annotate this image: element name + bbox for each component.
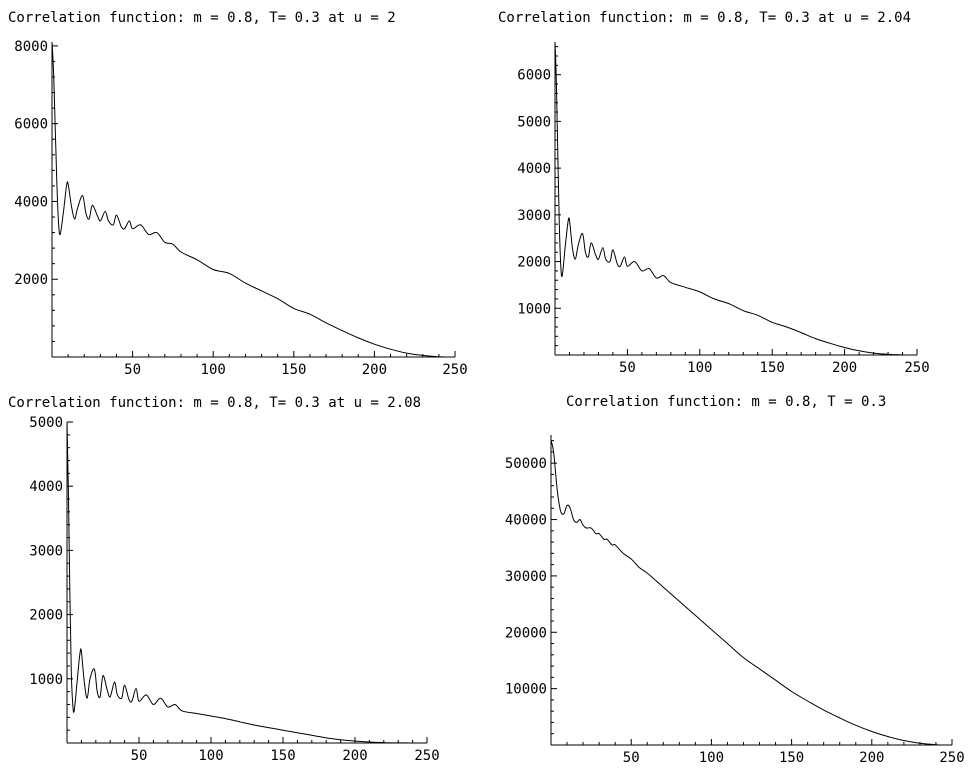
x-tick-label: 100 <box>699 750 724 766</box>
x-tick-label: 250 <box>904 360 929 376</box>
correlation-curve <box>554 41 910 356</box>
y-tick-label: 1000 <box>517 301 551 317</box>
x-tick-label: 100 <box>687 360 712 376</box>
y-tick-label: 40000 <box>505 513 547 529</box>
y-tick-label: 4000 <box>14 194 48 210</box>
x-tick-label: 50 <box>619 360 636 376</box>
y-tick-label: 10000 <box>505 682 547 698</box>
chart-title: Correlation function: m = 0.8, T= 0.3 at… <box>8 10 396 26</box>
correlation-curve <box>66 421 420 744</box>
y-tick-label: 4000 <box>517 161 551 177</box>
x-tick-label: 150 <box>281 362 306 378</box>
correlation-curve <box>550 440 945 746</box>
y-tick-label: 1000 <box>29 672 63 688</box>
y-tick-label: 2000 <box>14 272 48 288</box>
chart-title: Correlation function: m = 0.8, T = 0.3 <box>566 394 886 410</box>
chart-u-2: Correlation function: m = 0.8, T= 0.3 at… <box>8 10 468 378</box>
x-tick-label: 250 <box>414 748 439 764</box>
y-tick-label: 30000 <box>505 569 547 585</box>
x-tick-label: 150 <box>779 750 804 766</box>
x-tick-label: 50 <box>623 750 640 766</box>
x-tick-label: 200 <box>362 362 387 378</box>
x-tick-label: 200 <box>342 748 367 764</box>
y-tick-label: 8000 <box>14 39 48 55</box>
x-tick-label: 50 <box>124 362 141 378</box>
y-tick-label: 4000 <box>29 479 63 495</box>
y-tick-label: 6000 <box>14 117 48 133</box>
correlation-curve <box>51 41 447 358</box>
x-tick-label: 150 <box>270 748 295 764</box>
y-tick-label: 20000 <box>505 625 547 641</box>
x-tick-label: 250 <box>939 750 964 766</box>
chart-u-2-08: Correlation function: m = 0.8, T= 0.3 at… <box>8 395 440 764</box>
chart-title: Correlation function: m = 0.8, T= 0.3 at… <box>498 10 911 26</box>
chart-u-2-04: Correlation function: m = 0.8, T= 0.3 at… <box>498 10 930 376</box>
y-tick-label: 3000 <box>29 543 63 559</box>
y-tick-label: 6000 <box>517 68 551 84</box>
x-tick-label: 100 <box>198 748 223 764</box>
x-tick-label: 200 <box>859 750 884 766</box>
x-tick-label: 200 <box>832 360 857 376</box>
y-tick-label: 5000 <box>517 114 551 130</box>
chart-title: Correlation function: m = 0.8, T= 0.3 at… <box>8 395 421 411</box>
x-tick-label: 250 <box>442 362 467 378</box>
chart-base: Correlation function: m = 0.8, T = 0.3 50… <box>505 394 965 766</box>
y-tick-label: 50000 <box>505 456 547 472</box>
y-tick-label: 2000 <box>517 255 551 271</box>
y-tick-label: 3000 <box>517 208 551 224</box>
x-tick-label: 100 <box>201 362 226 378</box>
y-tick-label: 5000 <box>29 415 63 431</box>
x-tick-label: 150 <box>760 360 785 376</box>
y-tick-label: 2000 <box>29 608 63 624</box>
x-tick-label: 50 <box>131 748 148 764</box>
